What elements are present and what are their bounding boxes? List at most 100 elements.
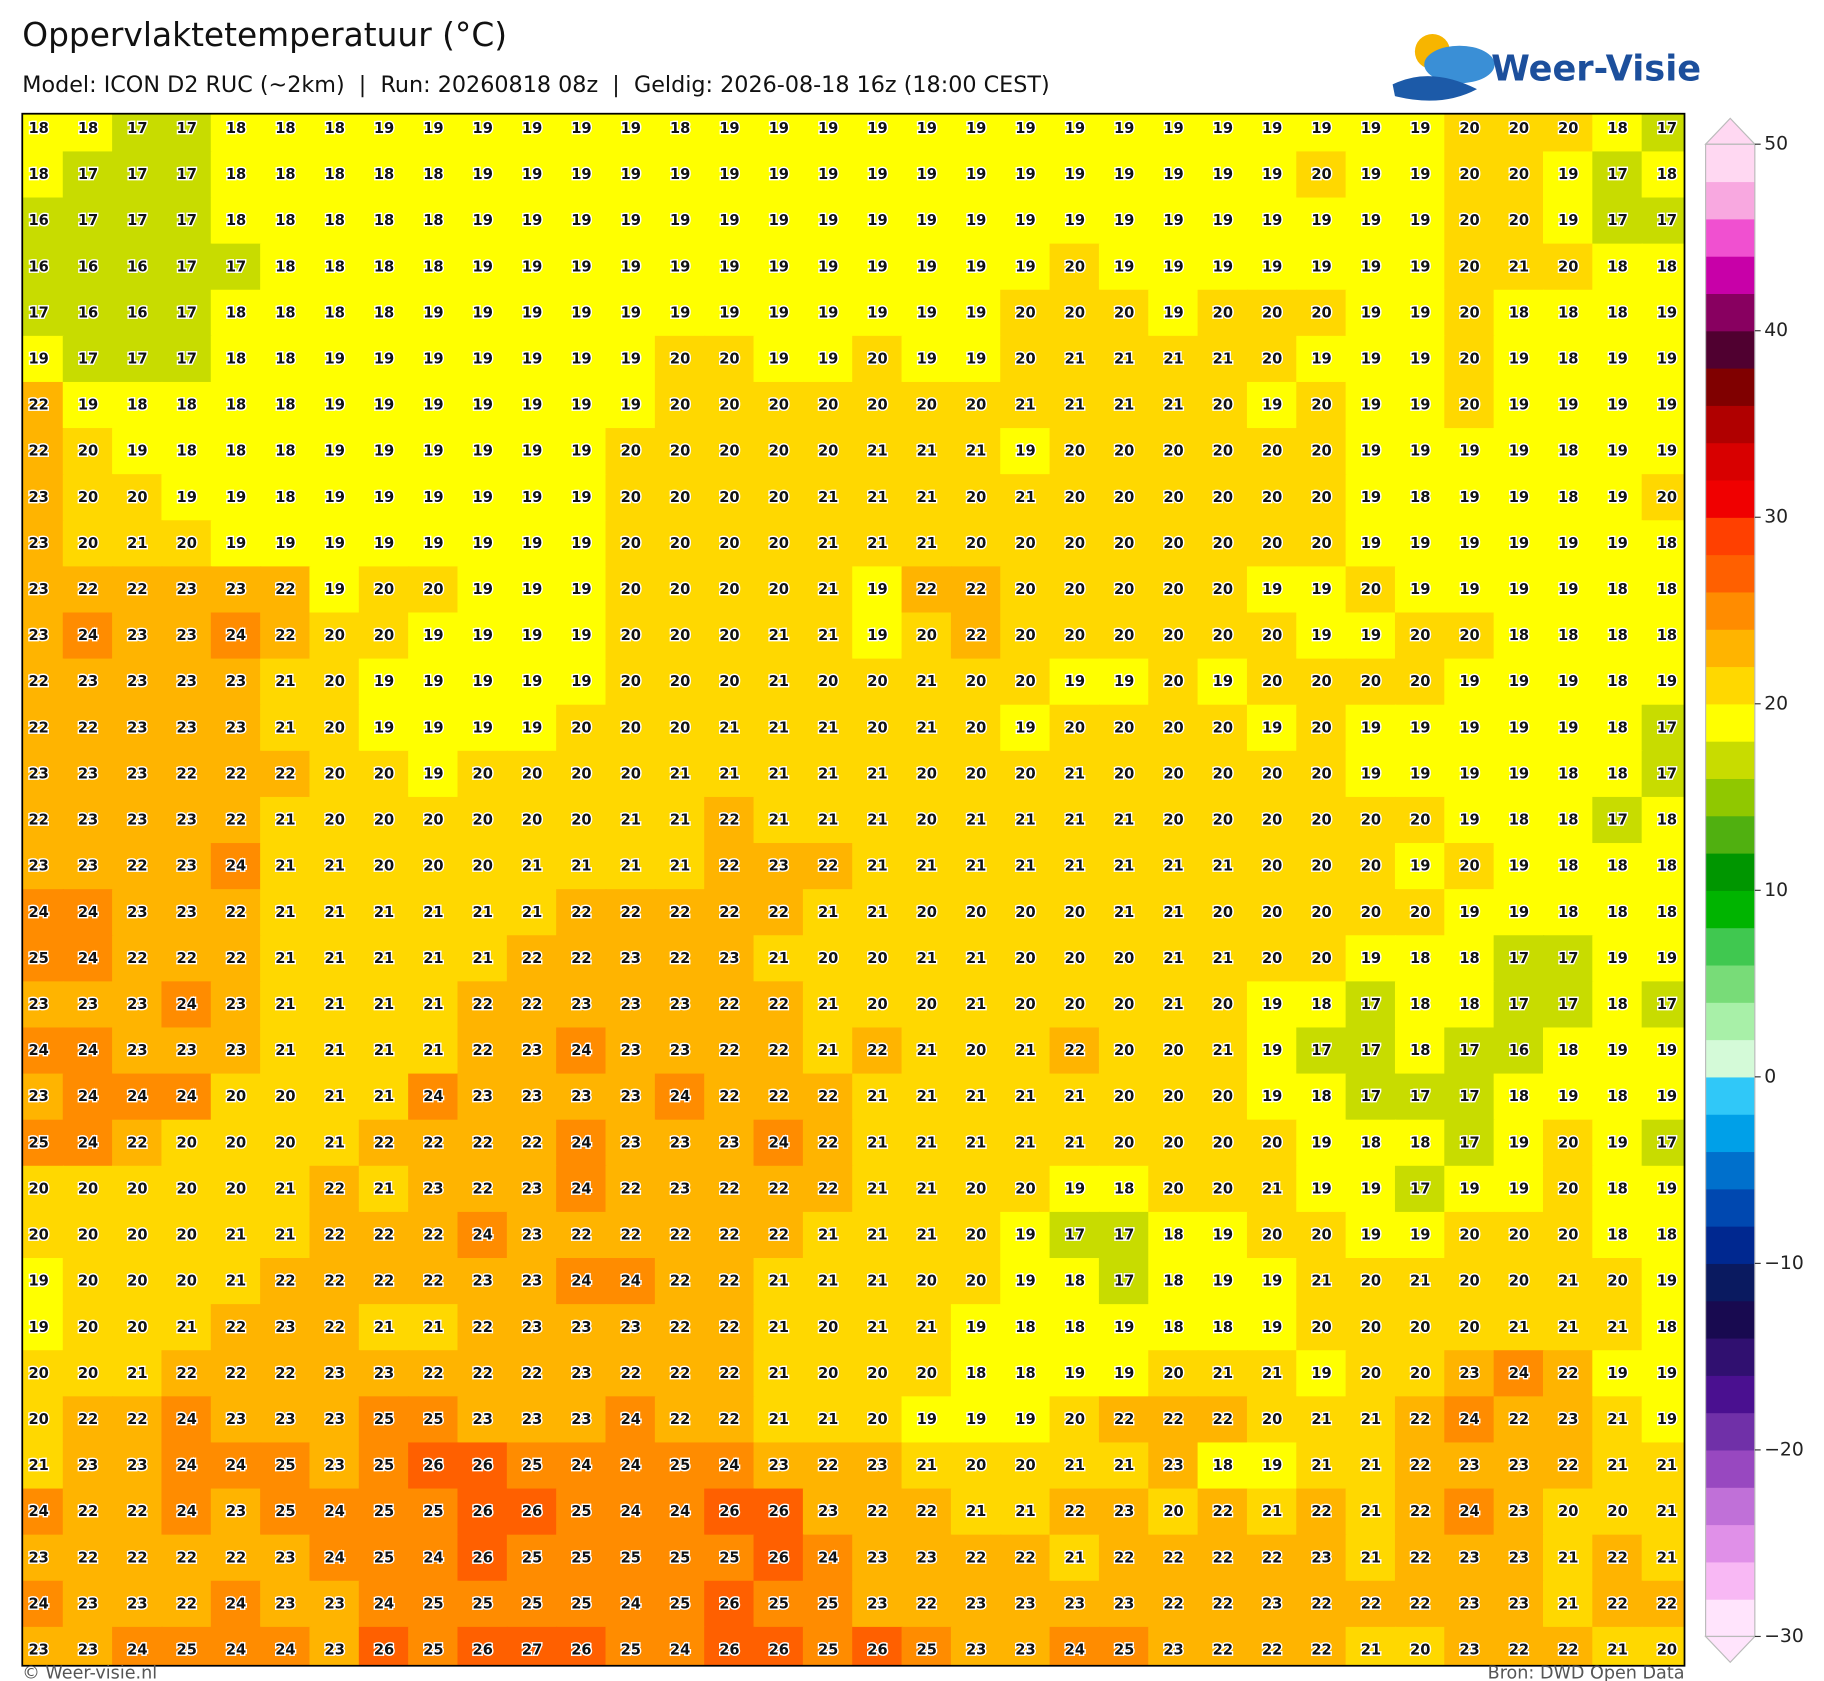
temperature-cell — [1394, 1350, 1446, 1398]
temperature-value: 19 — [1459, 443, 1479, 460]
temperature-cell — [753, 843, 805, 891]
temperature-cell — [1148, 1304, 1199, 1352]
temperature-value: 21 — [966, 996, 986, 1013]
temperature-value: 19 — [226, 489, 246, 506]
temperature-cell — [1296, 1165, 1347, 1214]
temperature-cell — [1542, 197, 1594, 245]
temperature-value: 19 — [1213, 212, 1233, 229]
temperature-cell — [260, 243, 311, 291]
temperature-cell — [408, 1580, 459, 1629]
temperature-value: 24 — [719, 1457, 739, 1474]
temperature-cell — [753, 1119, 805, 1167]
temperature-cell — [1296, 1534, 1347, 1582]
temperature-cell — [22, 289, 64, 338]
temperature-cell — [852, 704, 903, 752]
temperature-cell — [1542, 335, 1594, 384]
temperature-cell — [1493, 1534, 1545, 1582]
temperature-cell — [161, 113, 212, 153]
temperature-cell — [753, 381, 805, 430]
temperature-cell — [408, 1119, 459, 1167]
temperature-value: 20 — [719, 397, 739, 414]
temperature-value: 23 — [522, 1273, 542, 1290]
temperature-value: 22 — [325, 1319, 345, 1336]
temperature-cell — [112, 381, 163, 430]
temperature-cell — [1444, 335, 1495, 384]
temperature-value: 25 — [670, 1457, 690, 1474]
temperature-value: 19 — [1558, 1088, 1578, 1105]
temperature-value: 19 — [917, 350, 937, 367]
temperature-cell — [22, 1396, 64, 1444]
temperature-cell — [1197, 796, 1249, 845]
temperature-cell — [605, 1165, 657, 1214]
temperature-cell — [1542, 981, 1594, 1029]
temperature-value: 19 — [571, 581, 591, 598]
temperature-cell — [1542, 474, 1594, 522]
temperature-cell — [1000, 935, 1051, 983]
temperature-value: 19 — [522, 581, 542, 598]
temperature-value: 19 — [1163, 120, 1183, 137]
temperature-cell — [1197, 935, 1249, 983]
temperature-value: 19 — [1410, 350, 1430, 367]
temperature-value: 18 — [1558, 765, 1578, 782]
temperature-value: 21 — [1015, 397, 1035, 414]
temperature-value: 20 — [571, 812, 591, 829]
temperature-cell — [260, 335, 311, 384]
temperature-value: 19 — [1657, 950, 1677, 967]
temperature-value: 21 — [325, 950, 345, 967]
temperature-value: 23 — [275, 1549, 295, 1566]
temperature-cell — [112, 1534, 163, 1582]
temperature-cell — [1641, 289, 1685, 338]
temperature-value: 20 — [325, 719, 345, 736]
temperature-cell — [753, 1580, 805, 1629]
temperature-value: 19 — [867, 258, 887, 275]
temperature-cell — [753, 1488, 805, 1536]
temperature-value: 21 — [325, 904, 345, 921]
temperature-value: 24 — [78, 627, 98, 644]
temperature-cell — [802, 1534, 854, 1582]
temperature-value: 20 — [1459, 1227, 1479, 1244]
temperature-value: 18 — [1410, 996, 1430, 1013]
temperature-cell — [1296, 1580, 1347, 1629]
colorbar-segment — [1705, 1375, 1755, 1414]
temperature-value: 26 — [769, 1549, 789, 1566]
temperature-value: 18 — [1509, 627, 1529, 644]
temperature-cell — [605, 1119, 657, 1167]
temperature-value: 19 — [1410, 443, 1430, 460]
temperature-cell — [161, 566, 212, 614]
temperature-value: 17 — [177, 258, 197, 275]
temperature-cell — [309, 1027, 360, 1075]
temperature-value: 24 — [571, 1042, 591, 1059]
temperature-value: 19 — [1361, 1180, 1381, 1197]
temperature-value: 19 — [325, 489, 345, 506]
temperature-cell — [457, 1258, 509, 1306]
temperature-cell — [1148, 1350, 1199, 1398]
temperature-cell — [1296, 1073, 1347, 1121]
temperature-cell — [260, 612, 311, 660]
temperature-value: 25 — [374, 1503, 394, 1520]
temperature-value: 21 — [423, 996, 443, 1013]
temperature-cell — [1000, 1027, 1051, 1075]
temperature-value: 22 — [423, 1273, 443, 1290]
temperature-cell — [753, 428, 805, 476]
temperature-value: 24 — [177, 1088, 197, 1105]
temperature-value: 19 — [670, 258, 690, 275]
temperature-value: 17 — [1509, 996, 1529, 1013]
temperature-cell — [1592, 1396, 1643, 1444]
temperature-cell — [605, 1488, 657, 1536]
temperature-cell — [1542, 1119, 1594, 1167]
temperature-cell — [1049, 1258, 1101, 1306]
temperature-value: 18 — [1657, 258, 1677, 275]
temperature-value: 19 — [1114, 258, 1134, 275]
temperature-cell — [852, 889, 903, 937]
temperature-value: 18 — [275, 350, 295, 367]
temperature-value: 18 — [1607, 673, 1627, 690]
temperature-cell — [1592, 1534, 1643, 1582]
temperature-cell — [1345, 843, 1397, 891]
temperature-cell — [408, 1027, 459, 1075]
temperature-cell — [753, 151, 805, 199]
temperature-cell — [802, 289, 854, 338]
temperature-value: 23 — [177, 858, 197, 875]
temperature-value: 21 — [818, 627, 838, 644]
temperature-cell — [753, 1350, 805, 1398]
temperature-cell — [1000, 1304, 1051, 1352]
